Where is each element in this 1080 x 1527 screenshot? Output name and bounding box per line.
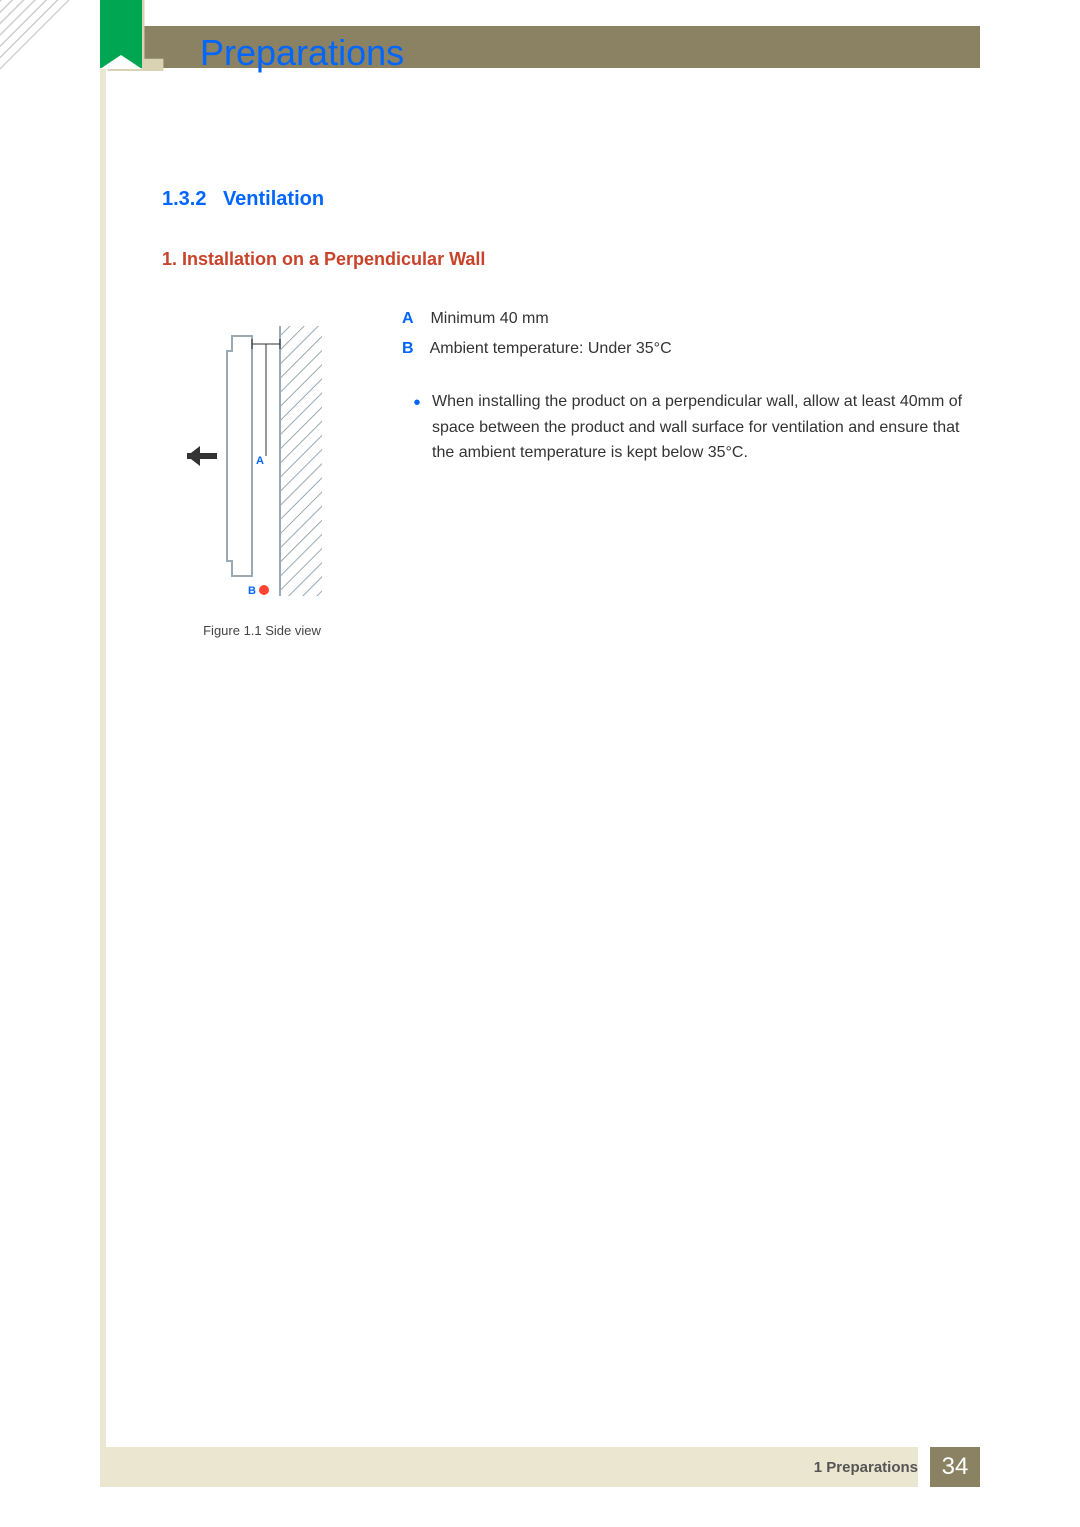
spec-line-b: B Ambient temperature: Under 35°C: [402, 336, 980, 362]
wall-hatch: [280, 326, 322, 596]
corner-decoration: [0, 0, 70, 70]
subsection-heading: 1. Installation on a Perpendicular Wall: [162, 249, 980, 270]
page-footer: 1 Preparations 34: [814, 1447, 980, 1487]
footer-label: 1 Preparations: [814, 1459, 918, 1476]
chapter-tab: [100, 0, 142, 68]
page-number: 34: [930, 1447, 980, 1487]
figure-label-b: B: [248, 585, 256, 597]
spec-b-label: B: [402, 336, 416, 362]
bullet-text: When installing the product on a perpend…: [432, 389, 980, 466]
spec-a-text: Minimum 40 mm: [430, 310, 548, 327]
text-column: A Minimum 40 mm B Ambient temperature: U…: [402, 306, 980, 638]
temperature-dot-icon: [259, 585, 269, 595]
side-view-diagram: A B: [182, 306, 342, 606]
footer-strip: [106, 1447, 918, 1487]
page-content: 1.3.2 Ventilation 1. Installation on a P…: [162, 188, 980, 638]
spec-b-text: Ambient temperature: Under 35°C: [430, 340, 672, 357]
bullet-icon: •: [402, 389, 432, 466]
spec-line-a: A Minimum 40 mm: [402, 306, 980, 332]
figure-caption: Figure 1.1 Side view: [162, 623, 362, 638]
section-number: 1.3.2: [162, 188, 206, 210]
section-title: Ventilation: [223, 188, 324, 210]
bullet-block: • When installing the product on a perpe…: [402, 389, 980, 466]
section-heading: 1.3.2 Ventilation: [162, 188, 980, 211]
spec-a-label: A: [402, 306, 416, 332]
chapter-title: Preparations: [200, 32, 404, 74]
side-strip: [100, 68, 106, 1487]
product-outline: [227, 336, 252, 576]
figure-column: A B Figure 1.1 Side view: [162, 306, 362, 638]
figure-label-a: A: [256, 455, 264, 467]
